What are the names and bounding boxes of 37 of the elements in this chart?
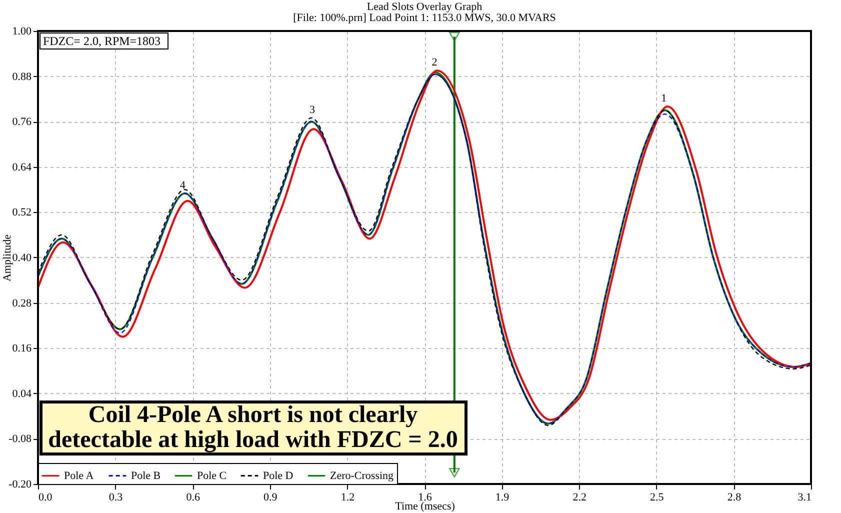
x-tick-label: 1.2 [340, 492, 355, 504]
y-tick-label: 1.00 [12, 26, 32, 38]
y-tick-label: 0.76 [12, 116, 32, 128]
annotation: 1 [661, 92, 667, 104]
x-axis-title: Time (msecs) [395, 500, 456, 512]
annotation: 3 [310, 104, 316, 116]
legend-label: Pole A [64, 470, 94, 482]
y-tick-label: 0.28 [12, 297, 32, 310]
annotation: Coil 4-Pole A short is not clearly detectable at high load with FDZC = 2.0 [48, 402, 458, 453]
x-tick-label: 0.9 [264, 492, 278, 504]
legend-label: Pole C [197, 470, 227, 482]
y-tick-label: -0.08 [8, 433, 32, 446]
chart-title: Lead Slots Overlay Graph [366, 1, 483, 13]
x-tick-label: 1.9 [495, 492, 510, 504]
legend-label: Zero-Crossing [330, 470, 394, 482]
x-tick-label: 0.6 [186, 492, 200, 504]
y-axis-title: Amplitude [2, 234, 14, 282]
x-tick-label: 0.0 [38, 492, 53, 504]
y-tick-label: 0.88 [12, 70, 32, 83]
y-tick-label: -0.20 [8, 478, 32, 490]
y-tick-label: 0.04 [12, 388, 32, 400]
annotation: 4 [180, 179, 186, 192]
x-tick-label: 1.6 [418, 492, 432, 504]
y-tick-label: 0.64 [12, 161, 32, 174]
y-tick-label: 0.52 [12, 206, 32, 219]
y-tick-label: 0.16 [12, 342, 32, 355]
annotation: 2 [432, 56, 438, 69]
x-tick-label: 0.3 [108, 492, 124, 504]
x-tick-label: 3.1 [798, 492, 812, 504]
x-tick-label: 2.5 [650, 492, 664, 504]
chart-subtitle: [File: 100%.prn] Load Point 1: 1153.0 MWS, 30.0 MVARS [293, 12, 556, 24]
legend-label: Pole D [263, 470, 294, 482]
y-tick-label: 0.40 [12, 252, 32, 264]
x-tick-label: 2.8 [727, 492, 742, 504]
annotation: FDZC= 2.0, RPM=1803 [43, 34, 161, 48]
x-tick-label: 2.2 [572, 492, 586, 504]
legend-label: Pole B [131, 470, 161, 482]
